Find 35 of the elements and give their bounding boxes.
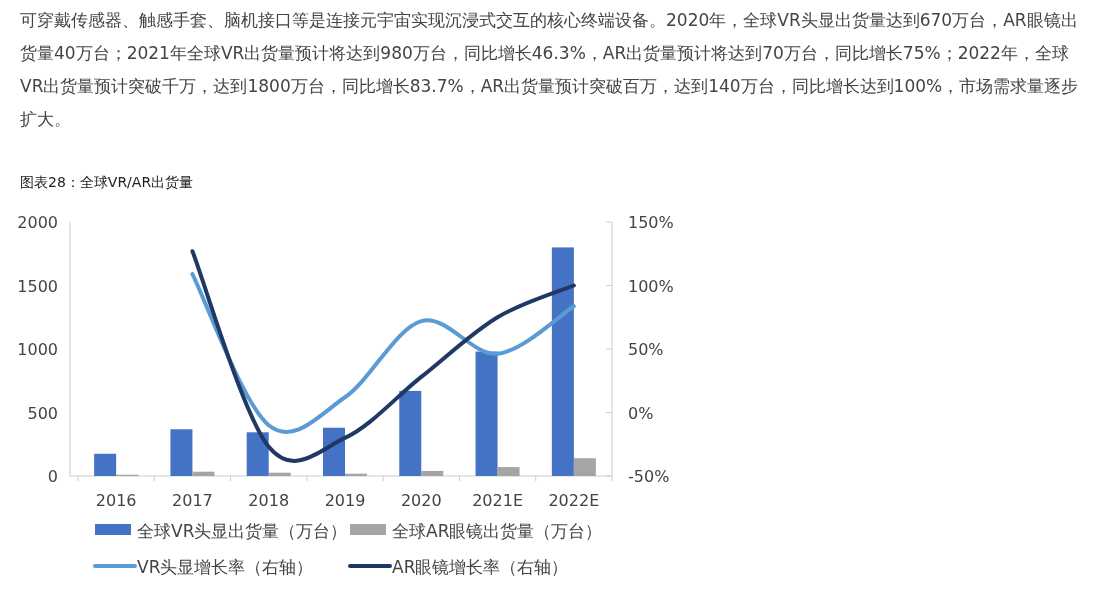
y-tick-label: 500 xyxy=(27,403,58,423)
bar xyxy=(192,471,215,476)
y-tick-label: 2000 xyxy=(17,213,58,232)
y2-tick-label: -50% xyxy=(628,467,670,486)
y2-tick-label: 100% xyxy=(628,276,674,296)
x-tick-label: 2020 xyxy=(400,491,442,510)
y-tick-label: 0 xyxy=(47,467,58,486)
x-tick-label: 2018 xyxy=(248,491,290,510)
y2-tick-label: 150% xyxy=(628,213,674,232)
x-tick-label: 2022E xyxy=(548,491,600,510)
y2-tick-label: 0% xyxy=(628,403,654,423)
bar xyxy=(573,458,596,476)
bar xyxy=(551,247,574,476)
bar xyxy=(323,427,345,476)
x-tick-label: 2019 xyxy=(324,491,366,510)
legend-label: VR头显增长率（右轴） xyxy=(137,557,314,577)
x-tick-label: 2016 xyxy=(95,491,137,510)
x-tick-label: 2017 xyxy=(172,491,213,510)
bar xyxy=(421,470,444,476)
x-tick-label: 2021E xyxy=(472,491,523,510)
legend-label: AR眼镜增长率（右轴） xyxy=(392,557,569,577)
bar xyxy=(497,467,520,476)
y2-tick-label: 50% xyxy=(628,340,664,359)
bar xyxy=(399,390,422,476)
bar xyxy=(268,472,291,476)
bar xyxy=(246,432,269,476)
bar xyxy=(170,429,193,476)
legend-label: 全球AR眼镜出货量（万台） xyxy=(392,521,603,541)
bar xyxy=(475,351,498,476)
y-tick-label: 1500 xyxy=(17,276,58,296)
chart-title: 图表28：全球VR/AR出货量 xyxy=(20,174,194,192)
bar xyxy=(94,453,117,476)
legend-label: 全球VR头显出货量（万台） xyxy=(137,521,348,541)
text: 可穿戴传感器、触感手套、脑机接口等是连接元宇宙实现沉浸式交互的核心终端设备。2020年，全球VR头显出货量达到670万台，AR眼镜出货量40万台；2021年全球VR出货量预计将达到980万台，同比增长46.3%，AR出货量预计将达到70万台，同比增长75%；2022年，全球VR出货量预计突破千万，达到1800万台，同比增长83.7%，AR出货量预计突破百万，达到140万台，同比增长达到100%，市场需求量逐步扩大。 xyxy=(20,9,1080,131)
y-tick-label: 1000 xyxy=(17,340,58,359)
